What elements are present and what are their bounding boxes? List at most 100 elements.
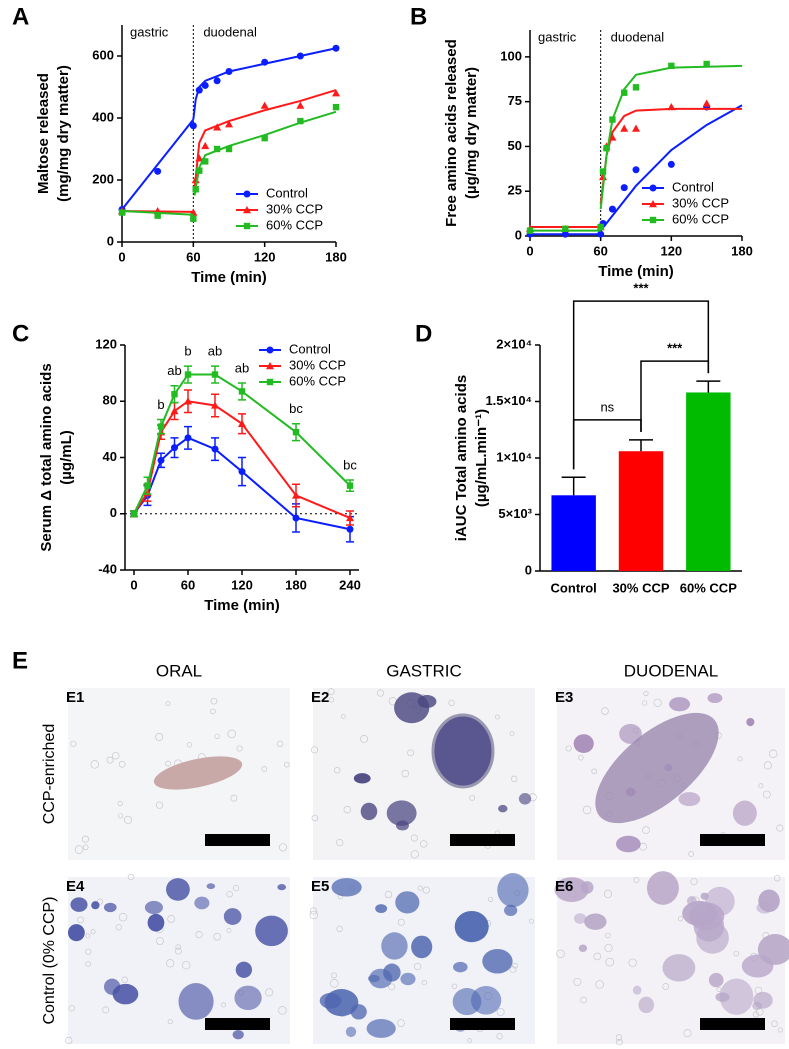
- particle: [715, 992, 730, 1002]
- y-tick-label: 2×10⁴: [496, 336, 532, 351]
- cell-outline: [413, 962, 422, 971]
- particle: [223, 908, 242, 925]
- point: [190, 215, 197, 222]
- cell-outline: [397, 918, 405, 926]
- cell-outline: [70, 740, 77, 747]
- cell-outline: [232, 884, 240, 892]
- point: [297, 117, 304, 125]
- point: [171, 391, 178, 398]
- y-tick-label: 80: [103, 393, 117, 408]
- error-bar: [561, 476, 586, 496]
- cell-outline: [226, 928, 232, 933]
- particle: [166, 878, 190, 901]
- cell-outline: [421, 980, 427, 986]
- point: [196, 167, 203, 174]
- cell-outline: [343, 805, 352, 814]
- particle: [353, 773, 371, 784]
- y-tick-label: 120: [95, 336, 117, 351]
- row-header: CCP-enriched: [41, 724, 58, 824]
- particle: [705, 886, 735, 917]
- cell-outline: [90, 929, 96, 935]
- particle: [686, 896, 697, 906]
- y-tick-label: 0: [110, 505, 117, 520]
- point: [184, 397, 192, 405]
- cell-outline: [278, 843, 288, 852]
- legend-marker: [649, 184, 657, 192]
- particle: [498, 804, 508, 813]
- cell-outline: [509, 731, 515, 736]
- column-header: GASTRIC: [386, 661, 462, 680]
- particle: [732, 800, 757, 826]
- cell-outline: [733, 950, 740, 957]
- point: [238, 468, 246, 476]
- point: [261, 58, 269, 66]
- cell-outline: [633, 877, 640, 883]
- row-header: Control (0% CCP): [41, 896, 58, 1024]
- point: [608, 205, 616, 213]
- cell-outline: [336, 838, 344, 847]
- particle: [580, 881, 594, 894]
- particle: [417, 694, 437, 709]
- cell-outline: [615, 1034, 623, 1041]
- cell-outline: [167, 1019, 173, 1025]
- particle: [395, 820, 409, 831]
- legend-marker: [243, 206, 251, 214]
- cell-outline: [643, 690, 649, 697]
- x-axis-label: Time (min): [204, 597, 280, 614]
- cell-outline: [175, 944, 182, 950]
- particle: [400, 972, 416, 986]
- point: [332, 44, 340, 52]
- cell-outline: [605, 932, 611, 939]
- particle: [255, 915, 288, 947]
- x-tick-label: 120: [231, 577, 253, 592]
- particle: [153, 756, 243, 790]
- particle: [232, 1030, 244, 1040]
- scale-bar: [700, 834, 765, 846]
- particle: [411, 935, 433, 959]
- y-axis-label: Maltose released: [35, 73, 52, 194]
- cell-outline: [773, 875, 781, 882]
- particle: [360, 802, 378, 821]
- particle: [277, 884, 287, 891]
- cell-outline: [510, 775, 518, 783]
- cell-outline: [278, 1006, 287, 1015]
- particle: [578, 944, 588, 952]
- point: [201, 81, 209, 89]
- column-header: DUODENAL: [624, 661, 718, 680]
- scale-bar: [700, 1018, 765, 1030]
- cell-outline: [186, 742, 193, 748]
- point: [260, 101, 269, 109]
- cell-outline: [591, 768, 598, 775]
- x-tick-label: 0: [130, 577, 137, 592]
- x-tick-label: 60: [186, 249, 200, 264]
- cell-outline: [384, 890, 393, 899]
- particle: [497, 873, 529, 908]
- particle: [619, 723, 642, 744]
- annotation: b: [157, 397, 164, 412]
- cell-outline: [310, 907, 318, 915]
- cell-outline: [85, 933, 91, 939]
- point: [332, 89, 340, 97]
- cell-outline: [451, 983, 458, 990]
- region-label: duodenal: [611, 29, 665, 44]
- point: [213, 77, 221, 85]
- point: [292, 428, 300, 436]
- cell-outline: [121, 976, 128, 983]
- cell-outline: [261, 766, 268, 772]
- y-tick-label: 200: [92, 171, 114, 186]
- point: [154, 167, 162, 175]
- cell-outline: [155, 801, 164, 809]
- point: [603, 145, 610, 152]
- particle: [693, 910, 725, 942]
- point: [668, 62, 675, 70]
- y-tick-label: 50: [508, 138, 522, 153]
- particle: [103, 978, 121, 995]
- point: [597, 223, 604, 231]
- scale-bar: [205, 1018, 270, 1030]
- cell-outline: [155, 733, 164, 741]
- particle: [369, 968, 393, 989]
- x-axis-label: Time (min): [598, 263, 674, 280]
- particle: [746, 717, 755, 727]
- particle: [381, 932, 408, 960]
